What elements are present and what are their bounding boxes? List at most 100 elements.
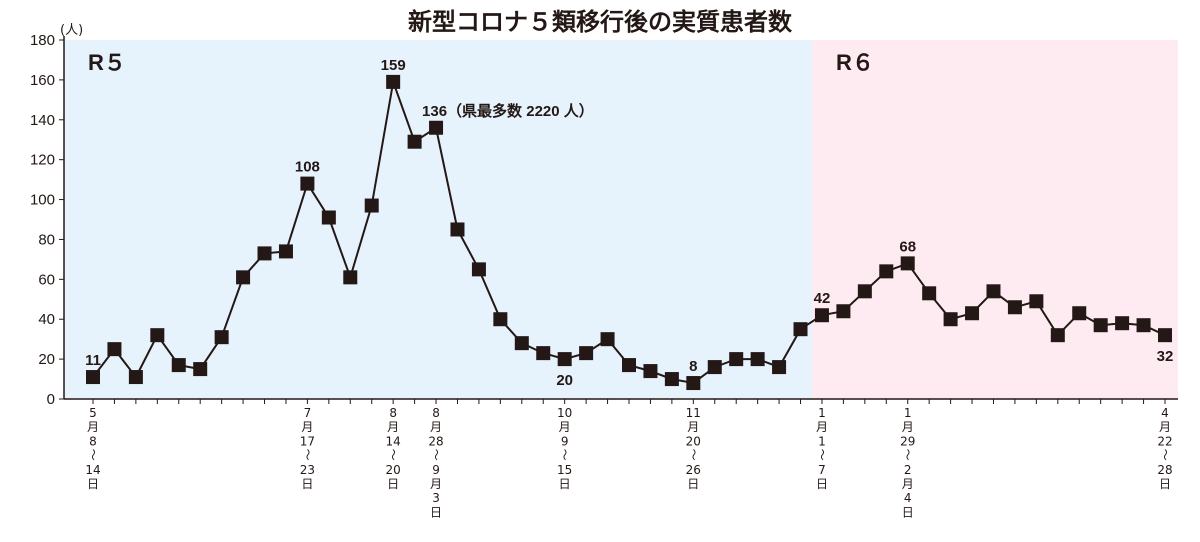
y-tick-label: 100	[30, 192, 55, 209]
data-point	[1136, 318, 1151, 333]
data-point	[536, 346, 551, 361]
data-label: 136（県最多数 2220 人）	[422, 102, 594, 120]
y-tick-label: 120	[30, 152, 55, 169]
data-point	[557, 352, 572, 367]
x-axis-label-part: 日	[387, 477, 399, 491]
data-point	[814, 308, 829, 323]
data-point	[193, 362, 208, 377]
x-axis-label-part: 15	[557, 463, 572, 477]
data-point	[236, 270, 251, 285]
data-label: 11	[85, 352, 101, 369]
data-point	[750, 352, 765, 367]
x-axis-label-part: 月	[87, 420, 99, 434]
x-axis-label-part: 7	[818, 463, 826, 477]
period-label-1: R５	[88, 50, 126, 75]
x-axis-label-part: 〜	[429, 449, 443, 461]
data-label: 108	[295, 159, 320, 176]
x-axis-label-part: 〜	[558, 449, 572, 461]
data-point	[1158, 328, 1172, 343]
x-axis-labels: 5月8〜14日7月17〜23日8月14〜20日8月28〜9月3日10月9〜15日…	[85, 406, 1172, 519]
period-backgrounds: R５ R６	[64, 40, 1178, 399]
data-point	[493, 312, 508, 327]
x-axis-label-part: 月	[430, 477, 442, 491]
x-axis-label-part: 5	[89, 406, 97, 420]
y-tick-label: 40	[38, 311, 55, 328]
data-point	[278, 244, 293, 259]
data-point	[471, 262, 486, 277]
data-point	[1007, 300, 1022, 315]
data-point	[321, 210, 336, 225]
x-axis-label-part: 月	[816, 420, 828, 434]
y-tick-label: 60	[38, 271, 55, 288]
x-axis-label-part: 26	[686, 463, 701, 477]
x-axis-label-part: 1	[904, 406, 912, 420]
x-axis-label-part: 28	[1157, 463, 1172, 477]
x-axis-label-part: 23	[300, 463, 315, 477]
x-axis-label-part: 日	[559, 477, 571, 491]
y-tick-label: 20	[38, 351, 55, 368]
x-axis-label-part: 4	[1161, 406, 1169, 420]
data-point	[943, 312, 958, 327]
data-point	[514, 336, 529, 351]
data-point	[86, 370, 100, 385]
data-point	[1115, 316, 1130, 331]
x-axis-label-part: 4	[904, 491, 912, 505]
x-axis-label-part: 9	[561, 434, 569, 448]
data-point	[364, 198, 379, 213]
data-point	[600, 332, 615, 347]
data-point	[107, 342, 122, 357]
x-axis-label-part: 8	[432, 406, 440, 420]
data-point	[965, 306, 980, 321]
period-label-2: R６	[836, 50, 874, 75]
data-point	[900, 256, 915, 271]
data-point	[429, 120, 444, 135]
x-axis-label-part: 〜	[300, 449, 314, 461]
x-axis-label-part: 〜	[386, 449, 400, 461]
x-axis-label-part: 28	[428, 434, 443, 448]
data-point	[836, 304, 851, 319]
data-point	[686, 376, 701, 391]
data-label: 68	[899, 238, 916, 255]
x-axis-label-part: 日	[301, 477, 313, 491]
x-axis-label-part: 日	[1159, 477, 1171, 491]
x-axis-label-part: 2	[904, 463, 912, 477]
period-background-2	[811, 40, 1178, 399]
data-point	[1093, 318, 1108, 333]
x-axis-label-part: 月	[559, 420, 571, 434]
data-point	[1029, 294, 1044, 309]
x-axis-label-part: 11	[686, 406, 701, 420]
x-axis-label-part: 14	[85, 463, 100, 477]
x-axis-label-part: 月	[1159, 420, 1171, 434]
data-point	[793, 322, 808, 337]
data-point	[257, 246, 272, 261]
x-axis-label-part: 〜	[1158, 449, 1172, 461]
data-point	[579, 346, 594, 361]
period-background-1	[64, 40, 812, 399]
data-point	[664, 372, 679, 387]
x-axis-label-part: 〜	[86, 449, 100, 461]
x-axis-label-part: 20	[686, 434, 701, 448]
data-point	[1050, 328, 1065, 343]
x-axis-label-part: 日	[902, 505, 914, 519]
y-tick-label: 140	[30, 112, 55, 129]
x-axis-label-part: 日	[430, 505, 442, 519]
data-point	[343, 270, 358, 285]
data-point	[150, 328, 165, 343]
x-axis-label-part: 9	[432, 463, 440, 477]
x-axis-label-part: 〜	[815, 449, 829, 461]
data-label: 32	[1157, 348, 1174, 365]
y-tick-label: 160	[30, 72, 55, 89]
data-labels: 11 108 159 136（県最多数 2220 人） 20 8 42 68 32	[85, 57, 1173, 389]
x-axis-label-part: 8	[389, 406, 397, 420]
chart-title: 新型コロナ５類移行後の実質患者数	[408, 7, 793, 36]
x-axis-label-part: 29	[900, 434, 915, 448]
data-points	[86, 74, 1172, 391]
data-point	[922, 286, 937, 301]
y-tick-label: 180	[30, 32, 55, 49]
y-axis-unit: (人)	[60, 23, 83, 38]
data-label: 159	[381, 57, 406, 74]
data-label: 20	[556, 372, 573, 389]
data-point	[729, 352, 744, 367]
y-tick-label: 80	[38, 231, 55, 248]
